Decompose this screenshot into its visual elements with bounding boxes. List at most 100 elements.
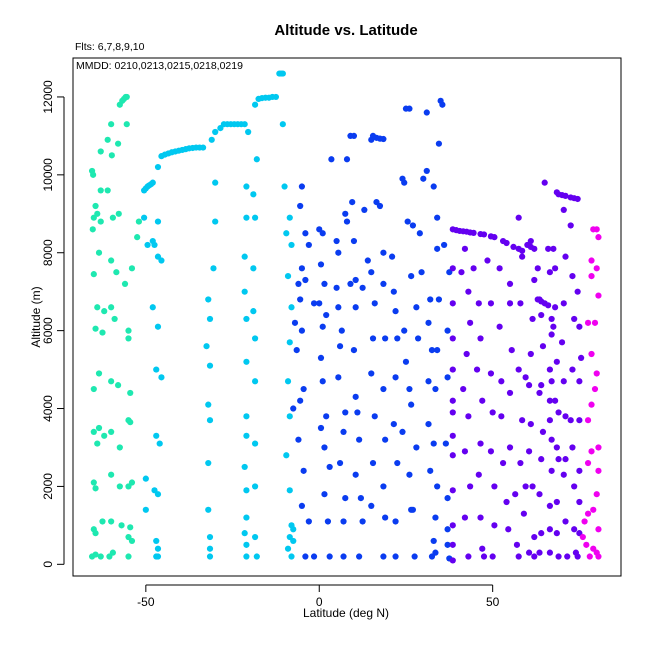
data-point: [404, 218, 411, 225]
data-point: [444, 541, 451, 548]
data-point: [206, 362, 214, 369]
data-point: [392, 308, 399, 315]
data-point: [444, 327, 451, 334]
data-point: [413, 304, 420, 311]
chart-subtitle: Flts: 6,7,8,9,10: [75, 41, 145, 53]
y-tick-label: 0: [41, 561, 55, 568]
data-point: [538, 382, 545, 389]
data-point: [506, 389, 514, 397]
data-point: [298, 327, 306, 334]
data-point: [300, 385, 307, 393]
data-point: [319, 230, 326, 237]
data-point: [123, 93, 130, 101]
data-point: [95, 249, 103, 256]
data-point: [279, 70, 286, 77]
data-point: [567, 417, 574, 424]
data-point: [531, 553, 538, 560]
data-point: [290, 405, 297, 412]
data-point: [128, 479, 136, 486]
data-point: [317, 354, 325, 361]
data-point: [134, 234, 141, 241]
data-point: [401, 327, 408, 334]
data-point: [401, 179, 408, 186]
data-point: [538, 311, 545, 319]
x-axis: -50 0 50: [137, 584, 500, 609]
data-point: [295, 436, 302, 443]
data-point: [461, 448, 469, 455]
data-point: [359, 518, 366, 525]
data-point: [108, 304, 115, 311]
data-point: [127, 524, 134, 531]
data-point: [487, 370, 495, 377]
data-point: [359, 284, 366, 291]
data-point: [206, 417, 214, 424]
data-point: [498, 378, 505, 385]
data-point: [115, 210, 122, 217]
data-point: [154, 553, 162, 560]
data-point: [338, 327, 345, 334]
data-point: [203, 343, 210, 350]
data-point: [108, 152, 115, 159]
data-point: [444, 374, 451, 381]
data-point: [461, 245, 469, 252]
data-point: [434, 347, 441, 354]
data-point: [555, 553, 562, 560]
data-point: [283, 452, 290, 459]
y-axis: 0 2000 4000 6000 8000 10000 12000: [41, 80, 65, 568]
legend-text: MMDD: 0210,0213,0215,0218,0219: [76, 60, 243, 72]
data-point: [142, 506, 149, 513]
data-point: [531, 533, 538, 541]
data-point: [300, 467, 307, 474]
data-point: [316, 300, 323, 307]
data-point: [519, 253, 526, 260]
data-point: [342, 210, 349, 217]
data-point: [434, 245, 441, 252]
data-point: [104, 187, 111, 194]
data-point: [321, 444, 328, 451]
data-point: [567, 222, 574, 229]
data-point: [382, 514, 389, 521]
data-point: [409, 506, 416, 513]
data-point: [449, 432, 456, 439]
data-point: [154, 491, 162, 498]
data-point: [253, 156, 260, 163]
data-point: [578, 354, 585, 361]
x-tick-label: 50: [486, 595, 500, 609]
data-point: [333, 284, 340, 291]
data-point: [310, 300, 318, 307]
data-point: [340, 553, 347, 560]
data-point: [114, 140, 122, 147]
data-point: [158, 374, 165, 381]
data-point: [205, 506, 212, 513]
data-point: [104, 136, 111, 143]
data-point: [506, 280, 514, 287]
data-point: [101, 308, 108, 315]
data-point: [399, 428, 406, 435]
data-point: [382, 335, 389, 342]
data-point: [569, 444, 576, 451]
data-point: [588, 350, 595, 358]
data-point: [288, 304, 295, 311]
data-point: [302, 276, 309, 284]
data-point: [97, 218, 104, 225]
data-point: [576, 378, 583, 385]
data-point: [92, 485, 99, 492]
data-point: [553, 444, 560, 451]
data-point: [392, 553, 399, 560]
data-point: [595, 526, 602, 533]
data-point: [293, 347, 300, 354]
data-point: [435, 140, 443, 147]
data-point: [326, 463, 333, 471]
data-point: [546, 366, 553, 373]
data-point: [595, 444, 602, 451]
data-point: [506, 300, 514, 307]
y-tick-label: 2000: [41, 473, 55, 500]
y-tick-label: 4000: [41, 395, 55, 422]
data-point: [243, 514, 250, 521]
data-point: [286, 339, 293, 346]
data-point: [376, 202, 384, 210]
data-point: [364, 257, 371, 264]
data-point: [361, 206, 368, 213]
data-point: [349, 199, 356, 206]
data-point: [425, 319, 432, 326]
